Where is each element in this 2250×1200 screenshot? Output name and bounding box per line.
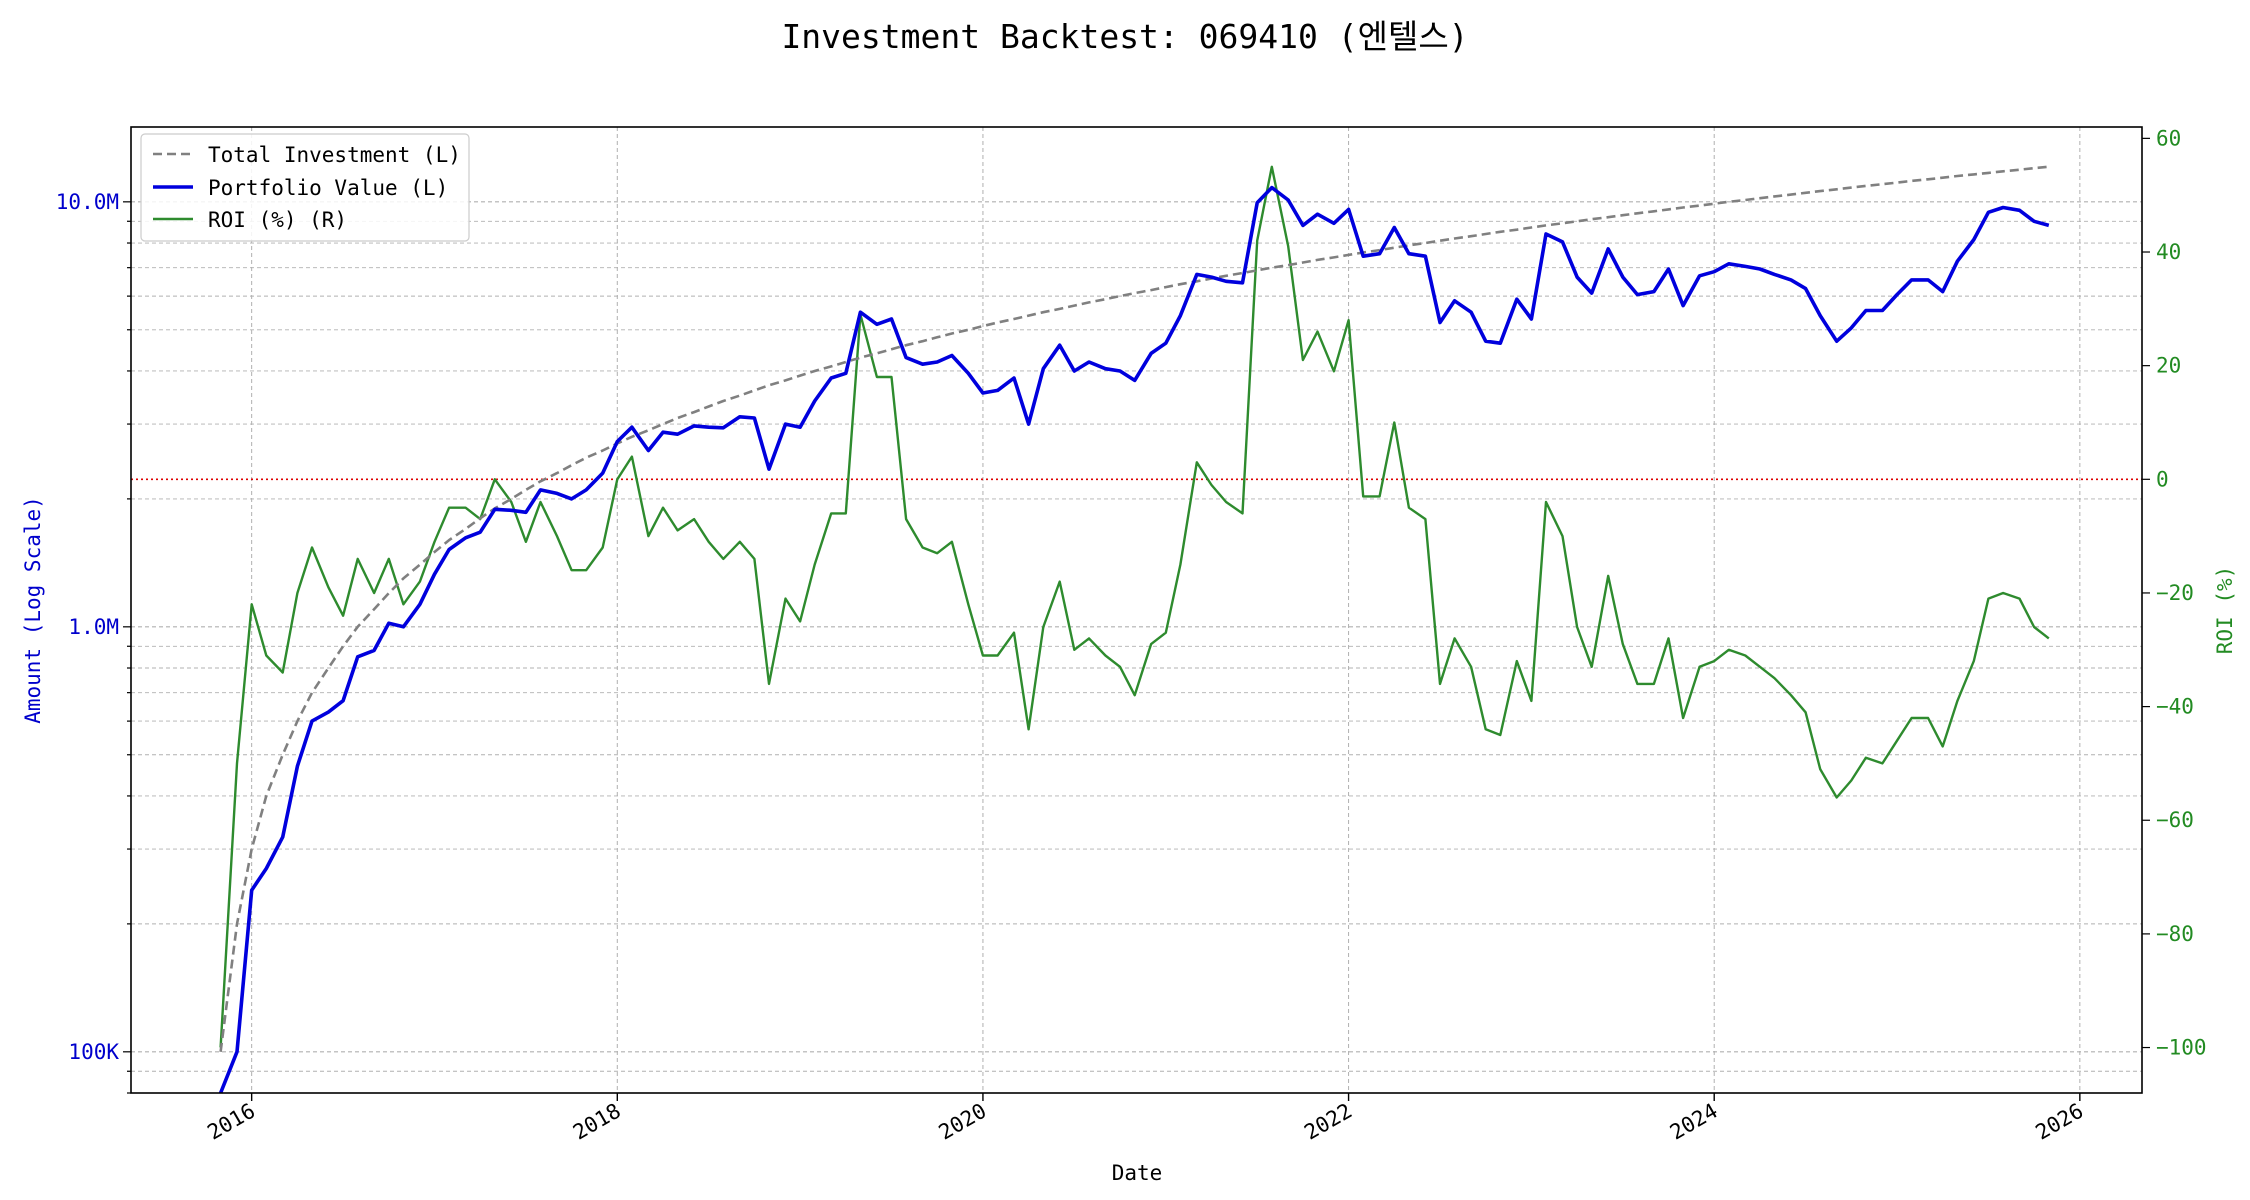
x-axis: 2016 2018 2020 2022 2024 2026 <box>203 1093 2087 1145</box>
left-tick-label: 100K <box>68 1040 119 1064</box>
right-tick-label: 20 <box>2156 354 2181 378</box>
chart-title: Investment Backtest: 069410 (엔텔스) <box>781 17 1468 56</box>
portfolio-value-line <box>218 185 2050 1094</box>
right-y-axis: −100 −80 −60 −40 −20 0 20 40 60 <box>2142 126 2207 1060</box>
x-tick-label: 2026 <box>2032 1099 2088 1145</box>
left-y-axis-label: Amount (Log Scale) <box>21 496 45 724</box>
x-tick-label: 2024 <box>1666 1099 1722 1145</box>
plot-frame <box>130 126 2143 1094</box>
legend: Total Investment (L) Portfolio Value (L)… <box>140 133 470 242</box>
x-tick-label: 2022 <box>1300 1099 1356 1145</box>
right-tick-label: −100 <box>2156 1036 2207 1060</box>
left-tick-label: 1.0M <box>68 615 119 639</box>
x-tick-label: 2016 <box>203 1099 259 1145</box>
right-tick-label: −80 <box>2156 922 2194 946</box>
x-tick-label: 2020 <box>935 1099 991 1145</box>
right-tick-label: 60 <box>2156 126 2181 150</box>
right-tick-label: 0 <box>2156 467 2169 491</box>
right-tick-label: −40 <box>2156 695 2194 719</box>
grid <box>131 127 2142 1094</box>
right-tick-label: −60 <box>2156 808 2194 832</box>
right-tick-label: 40 <box>2156 240 2181 264</box>
x-axis-label: Date <box>1112 1161 1163 1185</box>
x-tick-label: 2018 <box>569 1099 625 1145</box>
plot-background <box>131 127 2142 1093</box>
legend-box <box>140 133 470 242</box>
legend-label-total-investment: Total Investment (L) <box>208 143 461 167</box>
left-tick-label: 10.0M <box>56 190 119 214</box>
legend-label-roi: ROI (%) (R) <box>208 208 347 232</box>
series-lines <box>218 165 2050 1094</box>
left-y-axis: 100K 1.0M 10.0M <box>56 190 131 1094</box>
right-tick-label: −20 <box>2156 581 2194 605</box>
legend-label-portfolio-value: Portfolio Value (L) <box>208 176 448 200</box>
right-y-axis-label: ROI (%) <box>2213 566 2237 655</box>
roi-line <box>219 165 2050 1048</box>
